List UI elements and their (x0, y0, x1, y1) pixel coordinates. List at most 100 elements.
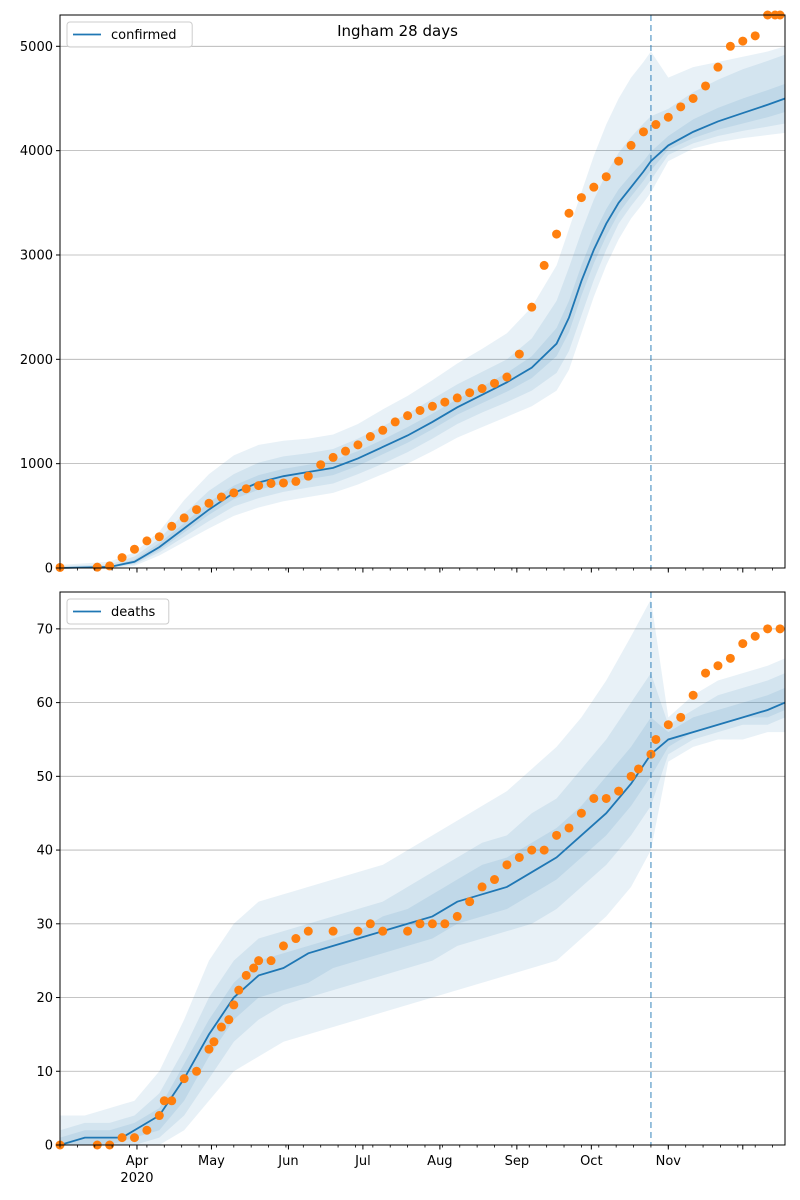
y-tick-label: 0 (45, 562, 53, 577)
observed-point (365, 919, 375, 929)
uncertainty-band (60, 599, 785, 1145)
observed-point (539, 260, 549, 270)
observed-point (415, 405, 425, 415)
observed-point (365, 432, 375, 442)
observed-point (427, 401, 437, 411)
x-tick-label: May (198, 1154, 225, 1169)
observed-point (427, 919, 437, 929)
y-tick-label: 40 (36, 844, 53, 859)
observed-point (527, 845, 537, 855)
observed-point (725, 653, 735, 663)
observed-point (688, 93, 698, 103)
observed-point (626, 140, 636, 150)
observed-point (539, 845, 549, 855)
model-line (59, 97, 786, 569)
observed-point (750, 31, 760, 41)
y-tick-label: 4000 (20, 144, 53, 159)
plot-frame (59, 591, 786, 1146)
observed-point (725, 41, 735, 51)
observed-point (688, 690, 698, 700)
y-tick-label: 70 (36, 622, 53, 637)
observed-point (142, 1125, 152, 1135)
uncertainty-band (60, 673, 785, 1145)
observed-point (192, 505, 202, 515)
chart-title: Ingham 28 days (337, 22, 458, 40)
observed-point (353, 440, 363, 450)
observed-point (626, 771, 636, 781)
observed-point (241, 970, 251, 980)
observed-point (750, 631, 760, 641)
observed-point (465, 897, 475, 907)
observed-point (266, 956, 276, 966)
observed-point (552, 830, 562, 840)
observed-point (204, 1044, 214, 1054)
observed-point (527, 302, 537, 312)
observed-point (278, 478, 288, 488)
observed-point (316, 460, 326, 470)
y-tick-label: 30 (36, 917, 53, 932)
observed-point (576, 808, 586, 818)
observed-point (204, 498, 214, 508)
observed-point (552, 229, 562, 239)
observed-point (614, 156, 624, 166)
observed-point (403, 411, 413, 421)
observed-point (738, 36, 748, 46)
observed-point (477, 384, 487, 394)
y-tick-label: 5000 (20, 40, 53, 55)
confirmed-panel: 0 1000 2000 3000 4000 5000 Ingham 28 days confi… (20, 10, 786, 577)
observed-point (440, 397, 450, 407)
observed-point (440, 919, 450, 929)
observed-point (502, 860, 512, 870)
observed-point (390, 417, 400, 427)
observed-point (514, 852, 524, 862)
observed-point (663, 720, 673, 730)
observed-point (117, 553, 127, 563)
legend-box (66, 21, 193, 48)
observed-point (229, 488, 239, 498)
observed-point (651, 120, 661, 130)
x-tick-label: Sep (505, 1154, 530, 1169)
observed-point (291, 934, 301, 944)
y-tick-label: 0 (45, 1139, 53, 1154)
observed-point (154, 1111, 164, 1121)
observed-point (142, 536, 152, 546)
observed-point (663, 112, 673, 122)
observed-point (490, 875, 500, 885)
observed-point (403, 926, 413, 936)
observed-point (278, 941, 288, 951)
y-tick-label: 60 (36, 696, 53, 711)
y-tick-label: 50 (36, 770, 53, 785)
x-year-label: 2020 (120, 1171, 153, 1186)
observed-point (353, 926, 363, 936)
observed-point (179, 1074, 189, 1084)
observed-point (589, 182, 599, 192)
legend-box (66, 598, 170, 625)
observed-point (254, 956, 264, 966)
observed-point (209, 1037, 219, 1047)
observed-point (502, 372, 512, 382)
observed-point (634, 764, 644, 774)
y-tick-label: 1000 (20, 457, 53, 472)
observed-point (378, 926, 388, 936)
observed-point (328, 926, 338, 936)
legend-label: deaths (111, 605, 156, 620)
observed-point (224, 1015, 234, 1025)
observed-point (341, 446, 351, 456)
observed-point (328, 452, 338, 462)
observed-point (117, 1133, 127, 1143)
y-tick-label: 2000 (20, 353, 53, 368)
observed-point (614, 786, 624, 796)
observed-point (254, 481, 264, 491)
y-tick-label: 20 (36, 991, 53, 1006)
observed-point (192, 1066, 202, 1076)
observed-point (477, 882, 487, 892)
observed-point (576, 193, 586, 203)
observed-point (514, 349, 524, 359)
observed-point (601, 172, 611, 182)
observed-point (701, 668, 711, 678)
observed-point (378, 425, 388, 435)
observed-point (465, 388, 475, 398)
observed-point (129, 544, 139, 554)
observed-point (241, 484, 251, 494)
